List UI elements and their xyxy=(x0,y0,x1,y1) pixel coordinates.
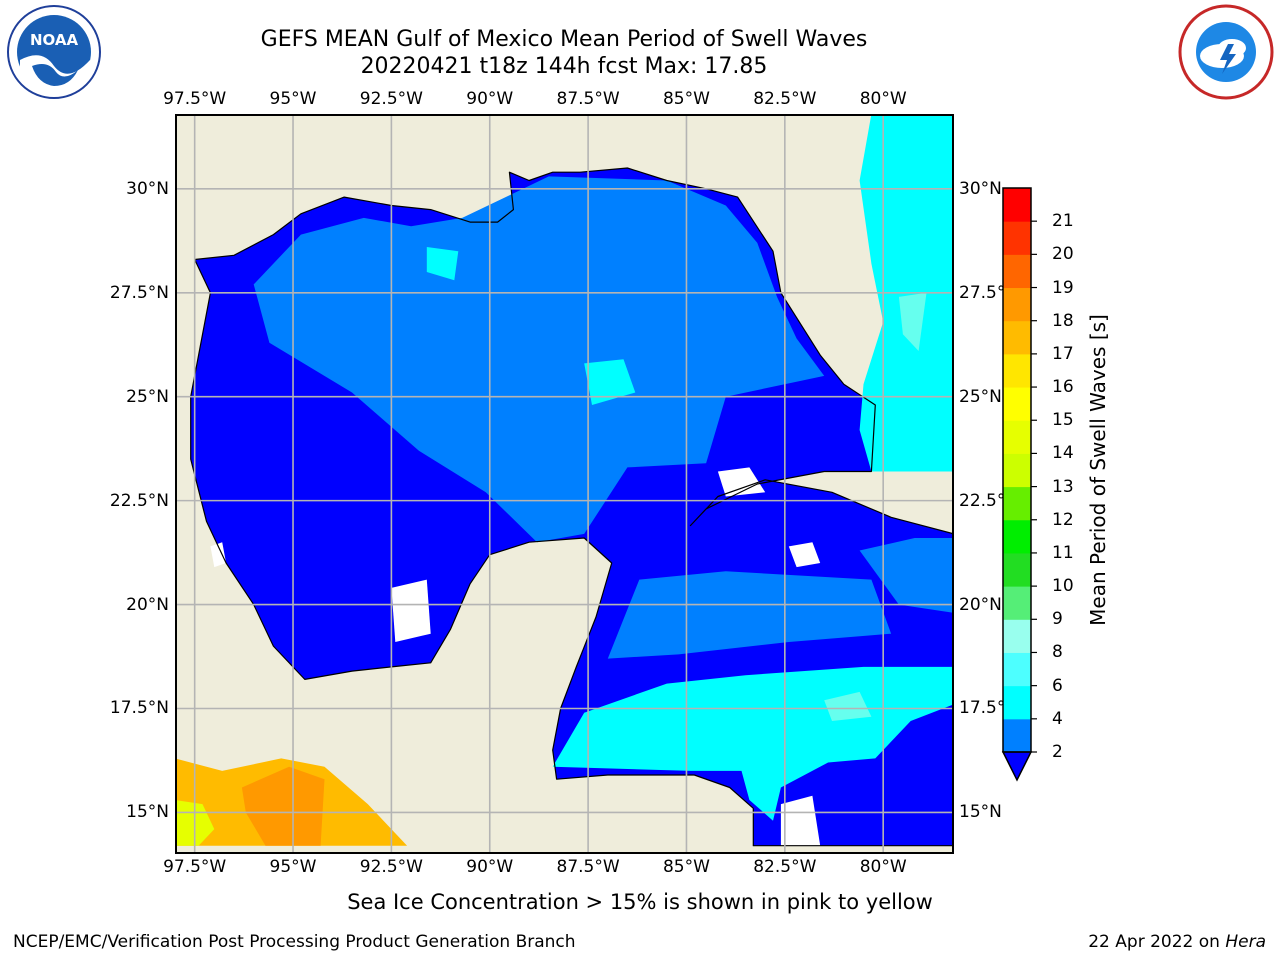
lat-tick-left-2: 25°N xyxy=(126,386,169,407)
colorbar-label: Mean Period of Swell Waves [s] xyxy=(1086,314,1110,626)
colorbar-tick-15: 15 xyxy=(1052,410,1074,431)
colorbar-segment-10 xyxy=(1003,552,1031,587)
lon-tick-bottom-4: 87.5°W xyxy=(556,857,620,877)
swell-zone-6-8-3 xyxy=(426,247,459,281)
colorbar-tick-20: 20 xyxy=(1052,244,1074,265)
colorbar-tick-4: 4 xyxy=(1052,708,1063,729)
swell-zone-6-8-2 xyxy=(584,359,636,405)
colorbar-tick-6: 6 xyxy=(1052,675,1063,696)
colorbar-segment-2 xyxy=(1003,718,1031,753)
colorbar-segment-11 xyxy=(1003,519,1031,554)
colorbar-under-extension xyxy=(1001,751,1033,782)
no-data-patch-4 xyxy=(780,795,821,846)
colorbar-segment-14 xyxy=(1003,420,1031,454)
colorbar-segment-21 xyxy=(1003,188,1031,222)
lat-tick-left-4: 20°N xyxy=(126,594,169,615)
lat-tick-left-1: 27.5°N xyxy=(109,282,169,303)
colorbar-tick-14: 14 xyxy=(1052,443,1074,464)
colorbar-tick-12: 12 xyxy=(1052,509,1074,530)
lat-tick-right-2: 25°N xyxy=(959,386,1002,407)
colorbar-segment-6 xyxy=(1003,652,1031,687)
no-data-patch-2 xyxy=(391,579,431,642)
colorbar-tick-10: 10 xyxy=(1052,576,1074,597)
pacific-zone-17-18 xyxy=(241,766,325,846)
colorbar-tick-9: 9 xyxy=(1052,609,1063,630)
colorbar-segment-9 xyxy=(1003,586,1031,620)
swell-zone-8-9-0 xyxy=(898,292,927,351)
datestamp: 22 Apr 2022 on Hera xyxy=(1088,932,1266,952)
lat-tick-left-5: 17.5°N xyxy=(109,698,169,719)
colorbar-segment-16 xyxy=(1003,353,1031,388)
nws-logo-icon xyxy=(1178,4,1274,100)
colorbar-tick-18: 18 xyxy=(1052,310,1074,331)
lat-tick-left-6: 15°N xyxy=(126,802,169,823)
colorbar-segment-15 xyxy=(1003,387,1031,421)
colorbar-segment-8 xyxy=(1003,619,1031,653)
lat-tick-right-3: 22.5° xyxy=(959,490,1006,511)
lon-tick-top-4: 87.5°W xyxy=(556,89,620,109)
colorbar-segment-20 xyxy=(1003,221,1031,255)
map-title: GEFS MEAN Gulf of Mexico Mean Period of … xyxy=(260,27,868,52)
swell-period-map xyxy=(175,114,954,854)
lat-tick-right-1: 27.5° xyxy=(959,282,1006,303)
lon-tick-top-2: 92.5°W xyxy=(359,89,423,109)
lat-tick-left-3: 22.5°N xyxy=(109,490,169,511)
colorbar-tick-19: 19 xyxy=(1052,277,1074,298)
lat-tick-right-6: 15°N xyxy=(959,802,1002,823)
noaa-logo-text: NOAA xyxy=(30,31,79,49)
lon-tick-bottom-1: 95°W xyxy=(269,857,317,877)
sea-ice-footnote: Sea Ice Concentration > 15% is shown in … xyxy=(347,890,933,914)
lon-tick-top-7: 80°W xyxy=(859,89,907,109)
map-border xyxy=(175,114,954,854)
lon-tick-bottom-2: 92.5°W xyxy=(359,857,423,877)
colorbar-segment-18 xyxy=(1003,287,1031,322)
lon-tick-bottom-0: 97.5°W xyxy=(163,857,227,877)
colorbar-tick-2: 2 xyxy=(1052,742,1063,762)
swell-zone-8-9-1 xyxy=(824,691,872,721)
lon-tick-top-0: 97.5°W xyxy=(163,89,227,109)
lat-tick-left-0: 30°N xyxy=(126,178,169,199)
swell-zone-4-6-0 xyxy=(253,176,825,543)
lon-tick-bottom-5: 85°W xyxy=(662,857,710,877)
lon-tick-top-5: 85°W xyxy=(662,89,710,109)
coastline xyxy=(190,167,954,847)
colorbar-tick-17: 17 xyxy=(1052,343,1074,364)
colorbar-tick-11: 11 xyxy=(1052,542,1074,563)
colorbar xyxy=(1001,187,1037,782)
datestamp-date: 22 Apr 2022 on xyxy=(1088,932,1226,952)
no-data-patch-1 xyxy=(788,542,821,568)
no-data-patch-3 xyxy=(210,542,227,568)
colorbar-segment-4 xyxy=(1003,685,1031,720)
credit-text: NCEP/EMC/Verification Post Processing Pr… xyxy=(13,932,576,952)
map-subtitle: 20220421 t18z 144h fcst Max: 17.85 xyxy=(360,54,768,79)
lat-tick-right-0: 30°N xyxy=(959,178,1002,199)
no-data-patch-0 xyxy=(717,467,766,497)
lon-tick-bottom-6: 82.5°W xyxy=(753,857,817,877)
colorbar-segment-17 xyxy=(1003,320,1031,355)
lon-tick-top-6: 82.5°W xyxy=(753,89,817,109)
swell-zone-4-6-1 xyxy=(607,571,892,659)
colorbar-segment-19 xyxy=(1003,254,1031,289)
lat-tick-right-4: 20°N xyxy=(959,594,1002,615)
colorbar-tick-16: 16 xyxy=(1052,377,1074,398)
colorbar-segment-12 xyxy=(1003,486,1031,521)
colorbar-segment-13 xyxy=(1003,453,1031,488)
colorbar-tick-13: 13 xyxy=(1052,476,1074,497)
noaa-logo-icon: NOAA xyxy=(7,5,101,99)
datestamp-host: Hera xyxy=(1225,932,1266,952)
lat-tick-right-5: 17.5° xyxy=(959,698,1006,719)
colorbar-tick-8: 8 xyxy=(1052,642,1063,663)
colorbar-tick-21: 21 xyxy=(1052,211,1074,232)
map-area xyxy=(175,114,954,854)
colorbar-border xyxy=(1002,187,1032,753)
lon-tick-top-1: 95°W xyxy=(269,89,317,109)
lon-tick-top-3: 90°W xyxy=(466,89,514,109)
lon-tick-bottom-3: 90°W xyxy=(466,857,514,877)
lon-tick-bottom-7: 80°W xyxy=(859,857,907,877)
